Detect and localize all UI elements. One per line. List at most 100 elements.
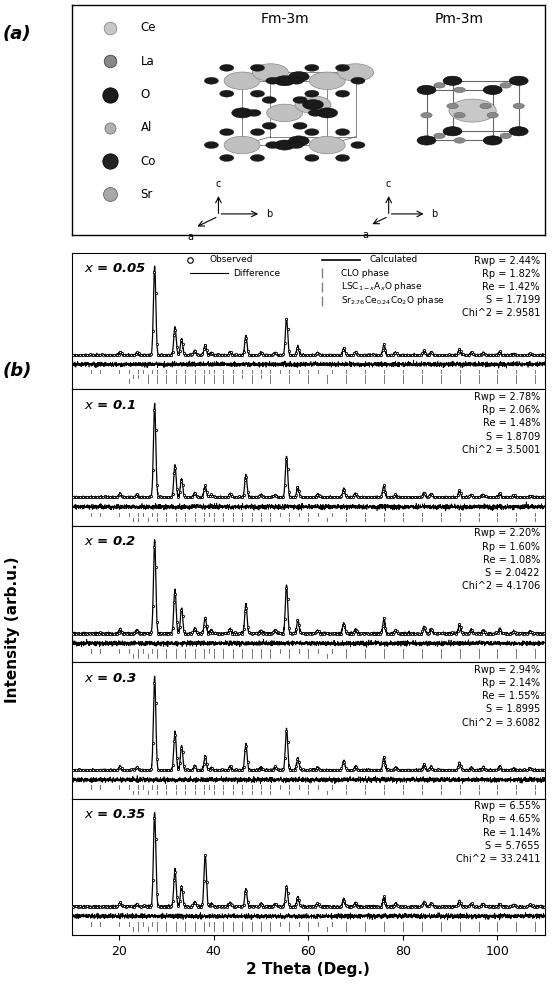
Circle shape: [253, 64, 289, 81]
Circle shape: [417, 85, 436, 95]
Text: Rwp = 2.44%
Rp = 1.82%
Re = 1.42%
S = 1.7199
Chi^2 = 2.9581: Rwp = 2.44% Rp = 1.82% Re = 1.42% S = 1.…: [462, 256, 540, 318]
Circle shape: [204, 77, 218, 84]
Text: a: a: [362, 230, 368, 240]
Circle shape: [351, 142, 365, 148]
Text: a: a: [187, 232, 193, 242]
Circle shape: [351, 77, 365, 84]
Text: O: O: [140, 88, 150, 101]
Circle shape: [434, 133, 445, 139]
Circle shape: [251, 90, 264, 97]
Circle shape: [487, 112, 498, 118]
Text: Al: Al: [140, 121, 152, 134]
Text: $x$ = 0.05: $x$ = 0.05: [84, 262, 146, 275]
Circle shape: [336, 155, 349, 161]
Text: Rwp = 2.20%
Rp = 1.60%
Re = 1.08%
S = 2.0422
Chi^2 = 4.1706: Rwp = 2.20% Rp = 1.60% Re = 1.08% S = 2.…: [462, 528, 540, 591]
Circle shape: [434, 83, 445, 88]
Circle shape: [443, 76, 462, 85]
Text: Rwp = 2.78%
Rp = 2.06%
Re = 1.48%
S = 1.8709
Chi^2 = 3.5001: Rwp = 2.78% Rp = 2.06% Re = 1.48% S = 1.…: [462, 392, 540, 455]
Circle shape: [262, 97, 276, 103]
Circle shape: [224, 72, 260, 89]
Circle shape: [454, 138, 465, 143]
Circle shape: [293, 97, 307, 103]
Text: Observed: Observed: [209, 255, 253, 264]
Circle shape: [454, 87, 465, 93]
Text: Fm-3m: Fm-3m: [260, 12, 309, 26]
Text: Rwp = 2.94%
Rp = 2.14%
Re = 1.55%
S = 1.8995
Chi^2 = 3.6082: Rwp = 2.94% Rp = 2.14% Re = 1.55% S = 1.…: [462, 665, 540, 728]
Circle shape: [500, 133, 512, 139]
Circle shape: [274, 140, 295, 150]
Text: Calculated: Calculated: [370, 255, 418, 264]
Text: Intensity (arb.u.): Intensity (arb.u.): [4, 557, 20, 703]
Circle shape: [317, 108, 338, 118]
Circle shape: [513, 103, 524, 109]
Circle shape: [289, 142, 304, 148]
Circle shape: [224, 136, 260, 154]
Circle shape: [443, 127, 462, 136]
Circle shape: [302, 100, 324, 110]
Circle shape: [266, 142, 280, 148]
Circle shape: [509, 76, 528, 85]
Text: c: c: [386, 179, 392, 189]
Text: Ce: Ce: [140, 21, 156, 34]
Circle shape: [421, 112, 432, 118]
Circle shape: [417, 136, 436, 145]
Text: (b): (b): [3, 362, 32, 380]
Circle shape: [305, 64, 319, 71]
Text: Pm-3m: Pm-3m: [435, 12, 484, 26]
Text: (a): (a): [3, 25, 32, 43]
Text: c: c: [216, 179, 221, 189]
Text: Sr$_{2.76}$Ce$_{0.24}$Co$_2$O phase: Sr$_{2.76}$Ce$_{0.24}$Co$_2$O phase: [341, 294, 445, 307]
Circle shape: [289, 136, 309, 146]
Text: $x$ = 0.2: $x$ = 0.2: [84, 535, 136, 548]
Circle shape: [204, 142, 218, 148]
Circle shape: [274, 76, 295, 86]
Circle shape: [262, 122, 276, 129]
Text: Rwp = 6.55%
Rp = 4.65%
Re = 1.14%
S = 5.7655
Chi^2 = 33.2411: Rwp = 6.55% Rp = 4.65% Re = 1.14% S = 5.…: [456, 801, 540, 864]
Circle shape: [251, 155, 264, 161]
Circle shape: [454, 112, 465, 118]
Circle shape: [509, 127, 528, 136]
Circle shape: [338, 64, 373, 81]
Text: b: b: [266, 209, 272, 219]
Circle shape: [449, 99, 496, 122]
Text: LSC$_{1-x}$A$_x$O phase: LSC$_{1-x}$A$_x$O phase: [341, 280, 423, 293]
Text: $x$ = 0.35: $x$ = 0.35: [84, 808, 146, 821]
Text: $x$ = 0.3: $x$ = 0.3: [84, 672, 137, 685]
Text: b: b: [431, 209, 437, 219]
Circle shape: [247, 109, 261, 116]
Circle shape: [305, 155, 319, 161]
Circle shape: [309, 109, 322, 116]
Circle shape: [251, 64, 264, 71]
Circle shape: [251, 129, 264, 136]
Circle shape: [220, 90, 234, 97]
Circle shape: [336, 129, 349, 136]
Circle shape: [305, 90, 319, 97]
Circle shape: [500, 83, 512, 88]
Circle shape: [295, 96, 331, 113]
Circle shape: [293, 122, 307, 129]
Text: Sr: Sr: [140, 188, 153, 201]
Circle shape: [483, 85, 502, 95]
Text: La: La: [140, 55, 154, 68]
Circle shape: [220, 155, 234, 161]
Circle shape: [220, 129, 234, 136]
Text: CLO phase: CLO phase: [341, 269, 389, 278]
Circle shape: [232, 108, 253, 118]
Circle shape: [336, 64, 349, 71]
Circle shape: [309, 136, 345, 154]
Circle shape: [480, 103, 491, 109]
Circle shape: [309, 72, 345, 89]
Circle shape: [305, 129, 319, 136]
Circle shape: [267, 104, 302, 122]
Circle shape: [483, 136, 502, 145]
Circle shape: [289, 72, 309, 82]
Circle shape: [289, 77, 304, 84]
Text: Difference: Difference: [233, 269, 280, 278]
Circle shape: [266, 77, 280, 84]
Circle shape: [447, 103, 458, 109]
Text: Co: Co: [140, 155, 156, 168]
Text: $x$ = 0.1: $x$ = 0.1: [84, 399, 136, 412]
Circle shape: [220, 64, 234, 71]
X-axis label: 2 Theta (Deg.): 2 Theta (Deg.): [246, 962, 371, 977]
Circle shape: [336, 90, 349, 97]
